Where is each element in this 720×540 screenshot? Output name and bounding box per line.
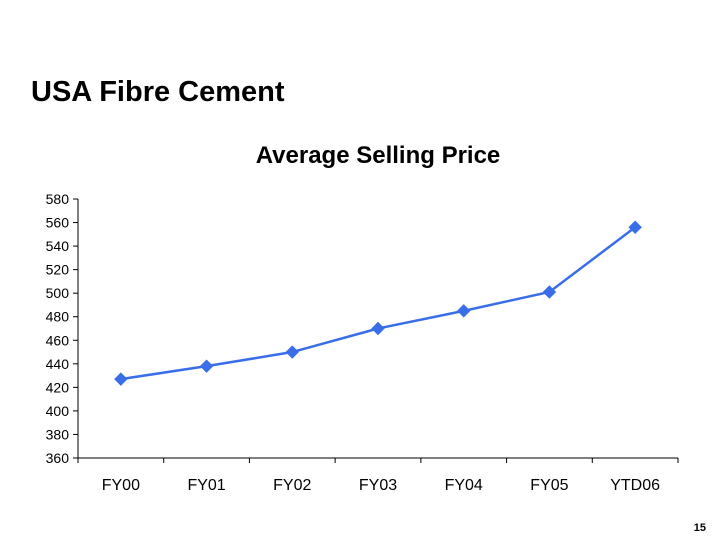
y-tick-label: 380 — [46, 426, 70, 442]
x-tick-label: FY05 — [530, 477, 568, 494]
data-point-marker — [542, 285, 557, 299]
data-point-marker — [457, 304, 471, 318]
data-point-marker — [628, 220, 642, 234]
y-tick-label: 420 — [46, 379, 70, 395]
x-tick-label: FY01 — [187, 477, 225, 494]
x-tick-label: FY03 — [359, 477, 397, 494]
page-number: 15 — [693, 522, 706, 534]
x-tick-label: YTD06 — [610, 477, 660, 494]
y-tick-label: 560 — [46, 215, 70, 231]
y-tick-label: 440 — [46, 356, 70, 372]
data-point-marker — [199, 359, 214, 373]
slide-title: USA Fibre Cement — [31, 76, 285, 108]
data-point-marker — [114, 372, 128, 386]
x-tick-label: FY00 — [102, 477, 140, 494]
series-line — [120, 226, 636, 381]
y-tick-label: 500 — [46, 285, 70, 301]
x-tick-label: FY02 — [273, 477, 311, 494]
y-tick-label: 540 — [46, 238, 70, 254]
chart-title: Average Selling Price — [256, 142, 501, 169]
y-tick-label: 520 — [46, 262, 70, 278]
data-point-marker — [371, 321, 385, 336]
y-tick-label: 580 — [46, 191, 70, 207]
y-tick-label: 360 — [46, 450, 70, 466]
y-tick-label: 400 — [46, 403, 70, 419]
x-tick-label: FY04 — [445, 477, 483, 494]
y-tick-label: 480 — [46, 309, 70, 325]
y-tick-label: 460 — [46, 332, 70, 348]
data-point-marker — [285, 345, 299, 359]
